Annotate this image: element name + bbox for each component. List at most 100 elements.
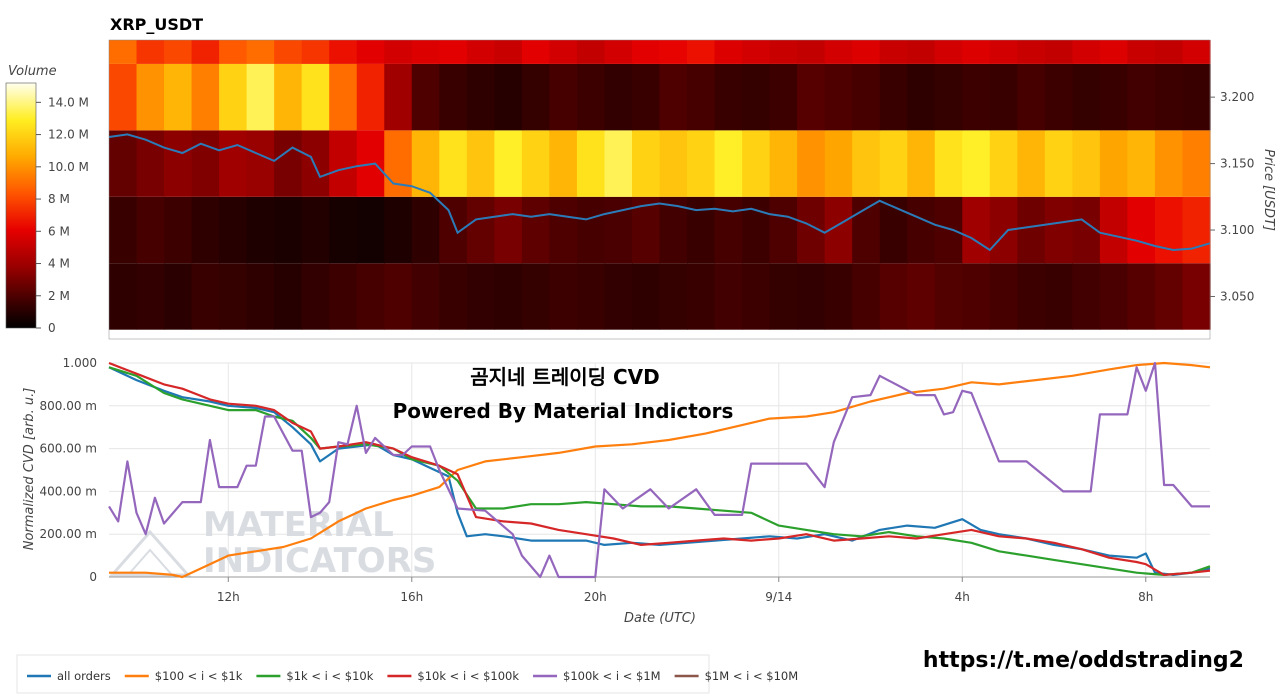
- heatmap-cell: [109, 196, 138, 264]
- heatmap-cell: [604, 130, 633, 197]
- heatmap-cell: [411, 263, 440, 330]
- heatmap-cell: [466, 196, 495, 264]
- heatmap-cell: [714, 263, 743, 330]
- legend-item[interactable]: $100k < i < $1M: [533, 669, 661, 683]
- heatmap-cell: [989, 40, 1018, 64]
- heatmap-cell: [439, 40, 468, 64]
- heatmap-cell: [797, 263, 826, 330]
- heatmap-cell: [742, 63, 771, 131]
- heatmap-cell: [301, 40, 330, 64]
- heatmap-cell: [687, 40, 716, 64]
- heatmap-cell: [1154, 40, 1184, 64]
- heatmap-cell: [824, 263, 853, 330]
- heatmap-cell: [494, 263, 523, 330]
- heatmap-cell: [659, 130, 688, 197]
- heatmap-cell: [466, 130, 495, 197]
- heatmap-cell: [356, 196, 385, 264]
- heatmap-cell: [1099, 40, 1129, 64]
- heatmap-cell: [219, 263, 248, 330]
- heatmap-cell: [1072, 130, 1101, 197]
- heatmap-cell: [411, 196, 440, 264]
- heatmap-cell: [274, 196, 303, 264]
- heatmap-cell: [356, 63, 385, 131]
- heatmap-cell: [1099, 263, 1129, 330]
- heatmap-cell: [907, 63, 936, 131]
- heatmap-cell: [136, 130, 165, 197]
- heatmap-cell: [631, 263, 661, 330]
- heatmap-cell: [604, 263, 633, 330]
- legend-item[interactable]: all orders: [27, 669, 111, 683]
- legend-item[interactable]: $10k < i < $100k: [387, 669, 519, 683]
- heatmap-cell: [136, 263, 165, 330]
- cvd-y-axis-title: Normalized CVD [arb. u.]: [22, 388, 37, 551]
- heatmap-cell: [1044, 263, 1073, 330]
- heatmap-cell: [797, 63, 826, 131]
- heatmap-cell: [356, 40, 385, 64]
- heatmap-cell: [962, 130, 991, 197]
- heatmap-cell: [109, 63, 138, 131]
- heatmap-cell: [164, 63, 193, 131]
- cvd-x-tick-label: 12h: [217, 590, 240, 604]
- colorbar-tick-label: 0: [48, 321, 56, 335]
- heatmap-cell: [934, 196, 963, 264]
- heatmap-cell: [109, 130, 138, 197]
- cvd-x-tick-label: 9/14: [765, 590, 792, 604]
- cvd-x-tick-label: 20h: [584, 590, 607, 604]
- heatmap-cell: [356, 263, 385, 330]
- heatmap-cell: [934, 40, 963, 64]
- heatmap-cell: [329, 196, 358, 264]
- heatmap-cell: [852, 63, 881, 131]
- heatmap-cell: [962, 263, 991, 330]
- colorbar-tick-label: 2 M: [48, 289, 70, 303]
- legend-label: $1k < i < $10k: [286, 669, 373, 683]
- heatmap-cell: [742, 130, 771, 197]
- heatmap-cell: [274, 40, 303, 64]
- heatmap-cell: [824, 63, 853, 131]
- heatmap-cell: [576, 130, 606, 197]
- heatmap-cell: [439, 263, 468, 330]
- heatmap-cell: [219, 40, 248, 64]
- heatmap-cell: [1182, 130, 1211, 197]
- legend-label: $10k < i < $100k: [417, 669, 519, 683]
- heatmap-cell: [934, 130, 963, 197]
- heatmap-cell: [576, 263, 606, 330]
- heatmap-cell: [1182, 40, 1211, 64]
- heatmap-cell: [852, 130, 881, 197]
- heatmap-cell: [1182, 63, 1211, 131]
- legend-item[interactable]: $1M < i < $10M: [674, 669, 799, 683]
- heatmap-cell: [384, 40, 413, 64]
- heatmap-cell: [714, 196, 743, 264]
- heatmap-cell: [164, 263, 193, 330]
- cvd-y-tick-label: 200.00 m: [40, 527, 98, 541]
- heatmap-cell: [659, 40, 688, 64]
- telegram-link[interactable]: https://t.me/oddstrading2: [923, 648, 1244, 673]
- heatmap-cell: [109, 40, 138, 64]
- heatmap-cell: [1044, 63, 1073, 131]
- heatmap-cell: [411, 130, 440, 197]
- heatmap-title: XRP_USDT: [110, 15, 203, 34]
- heatmap-cell: [879, 130, 908, 197]
- heatmap-cell: [191, 63, 220, 131]
- heatmap-cell: [604, 63, 633, 131]
- heatmap-cell: [384, 196, 413, 264]
- heatmap-cell: [879, 40, 908, 64]
- overlay-line2: Powered By Material Indictors: [393, 399, 734, 423]
- heatmap-cell: [852, 263, 881, 330]
- legend-item[interactable]: $100 < i < $1k: [124, 669, 243, 683]
- heatmap-cell: [742, 196, 771, 264]
- watermark: MATERIAL INDICATORS: [108, 505, 436, 581]
- heatmap-cell: [769, 40, 798, 64]
- heatmap-cell: [219, 130, 248, 197]
- heatmap-cell: [136, 63, 165, 131]
- cvd-series-line: [108, 366, 1211, 576]
- heatmap-cell: [494, 40, 523, 64]
- legend-item[interactable]: $1k < i < $10k: [256, 669, 374, 683]
- heatmap-cell: [494, 130, 523, 197]
- heatmap-cell: [879, 263, 908, 330]
- heatmap-cell: [1127, 40, 1156, 64]
- heatmap-cell: [989, 63, 1018, 131]
- heatmap-cell: [687, 130, 716, 197]
- cvd-series-line: [108, 366, 1211, 576]
- cvd-x-axis-title: Date (UTC): [624, 611, 696, 626]
- cvd-y-tick-label: 1.000: [63, 356, 97, 370]
